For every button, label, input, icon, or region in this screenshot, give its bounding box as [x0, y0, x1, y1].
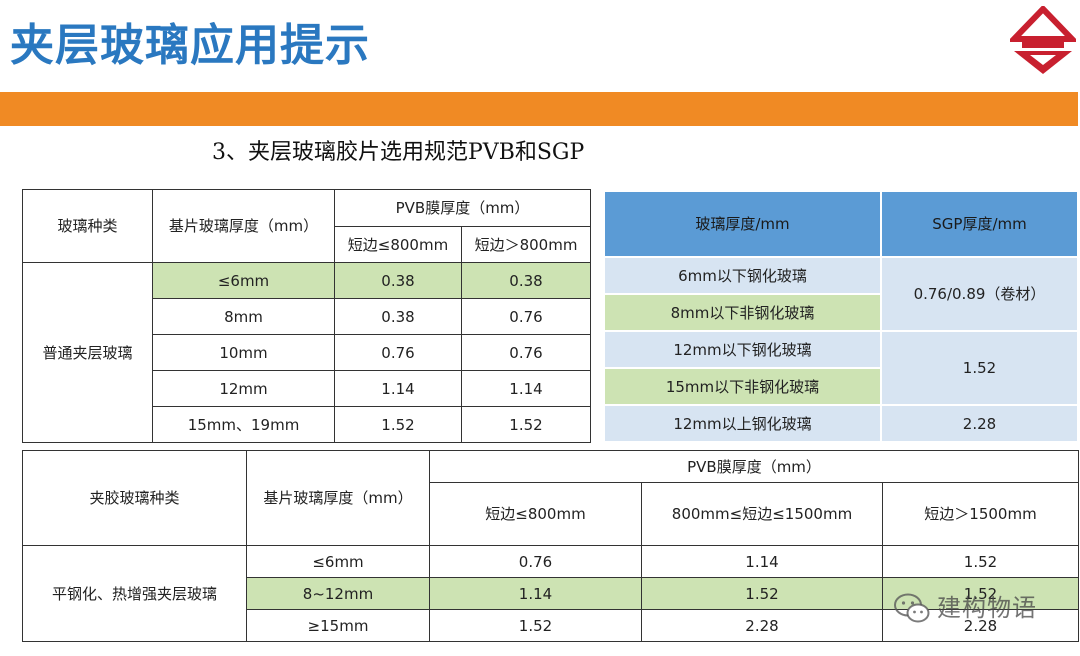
row-thickness: ≤6mm	[246, 545, 430, 578]
row-pvb-a: 0.76	[429, 545, 642, 578]
row-pvb-a: 1.14	[429, 577, 642, 610]
sgp-glass-row: 6mm以下钢化玻璃	[603, 256, 882, 295]
header-short-edge-le-800: 短边≤800mm	[334, 226, 462, 263]
row-pvb-long: 0.76	[460, 298, 592, 335]
row-thickness: ≥15mm	[246, 609, 430, 642]
header-short-edge-le-800: 短边≤800mm	[429, 482, 642, 546]
header-short-edge-gt-1500: 短边＞1500mm	[881, 482, 1080, 546]
header-short-edge-800-1500: 800mm≤短边≤1500mm	[641, 482, 883, 546]
group-ordinary-laminated: 普通夹层玻璃	[22, 262, 153, 443]
row-pvb-long: 0.38	[460, 262, 592, 299]
group-heat-strengthened: 平钢化、热增强夹层玻璃	[22, 545, 247, 642]
row-pvb-short: 1.52	[334, 406, 462, 443]
header-laminated-type: 夹胶玻璃种类	[22, 450, 247, 546]
sgp-value: 2.28	[880, 404, 1079, 443]
header-base-thickness: 基片玻璃厚度（mm）	[152, 189, 335, 263]
sgp-value: 0.76/0.89（卷材）	[880, 256, 1079, 332]
row-thickness: 15mm、19mm	[152, 406, 335, 443]
header-base-thickness: 基片玻璃厚度（mm）	[246, 450, 430, 546]
row-pvb-long: 1.52	[460, 406, 592, 443]
row-thickness: 10mm	[152, 334, 335, 371]
row-pvb-a: 1.52	[429, 609, 642, 642]
header-glass-type: 玻璃种类	[22, 189, 153, 263]
row-pvb-long: 1.14	[460, 370, 592, 407]
brand-logo-icon	[1010, 6, 1076, 74]
sgp-table: 玻璃厚度/mm SGP厚度/mm 6mm以下钢化玻璃 0.76/0.89（卷材）…	[603, 190, 1079, 443]
header-pvb-thickness: PVB膜厚度（mm）	[428, 450, 1080, 483]
pvb-table: 玻璃种类 基片玻璃厚度（mm） PVB膜厚度（mm） 短边≤800mm 短边＞8…	[22, 189, 592, 443]
sgp-glass-row: 15mm以下非钢化玻璃	[603, 367, 882, 406]
row-pvb-short: 0.38	[334, 262, 462, 299]
header-glass-thickness: 玻璃厚度/mm	[603, 190, 882, 258]
header-bar	[0, 92, 1078, 126]
row-thickness: 8~12mm	[246, 577, 430, 610]
row-pvb-b: 1.14	[641, 545, 883, 578]
row-pvb-b: 1.52	[641, 577, 883, 610]
header-pvb-thickness: PVB膜厚度（mm）	[333, 189, 592, 227]
sgp-glass-row: 12mm以下钢化玻璃	[603, 330, 882, 369]
heat-strengthened-table: 夹胶玻璃种类 基片玻璃厚度（mm） PVB膜厚度（mm） 短边≤800mm 80…	[22, 450, 1080, 642]
row-thickness: 8mm	[152, 298, 335, 335]
row-pvb-c: 1.52	[881, 545, 1080, 578]
sgp-glass-row: 8mm以下非钢化玻璃	[603, 293, 882, 332]
sgp-value: 1.52	[880, 330, 1079, 406]
row-pvb-short: 0.76	[334, 334, 462, 371]
row-thickness: 12mm	[152, 370, 335, 407]
row-pvb-short: 0.38	[334, 298, 462, 335]
row-pvb-b: 2.28	[641, 609, 883, 642]
section-subtitle: 3、夹层玻璃胶片选用规范PVB和SGP	[212, 140, 585, 165]
row-pvb-short: 1.14	[334, 370, 462, 407]
header-short-edge-gt-800: 短边＞800mm	[460, 226, 592, 263]
wechat-icon	[894, 593, 930, 623]
header-sgp-thickness: SGP厚度/mm	[880, 190, 1079, 258]
sgp-glass-row: 12mm以上钢化玻璃	[603, 404, 882, 443]
watermark-text: 建构物语	[937, 594, 1037, 622]
row-pvb-long: 0.76	[460, 334, 592, 371]
page-title: 夹层玻璃应用提示	[10, 20, 370, 71]
row-thickness: ≤6mm	[152, 262, 335, 299]
